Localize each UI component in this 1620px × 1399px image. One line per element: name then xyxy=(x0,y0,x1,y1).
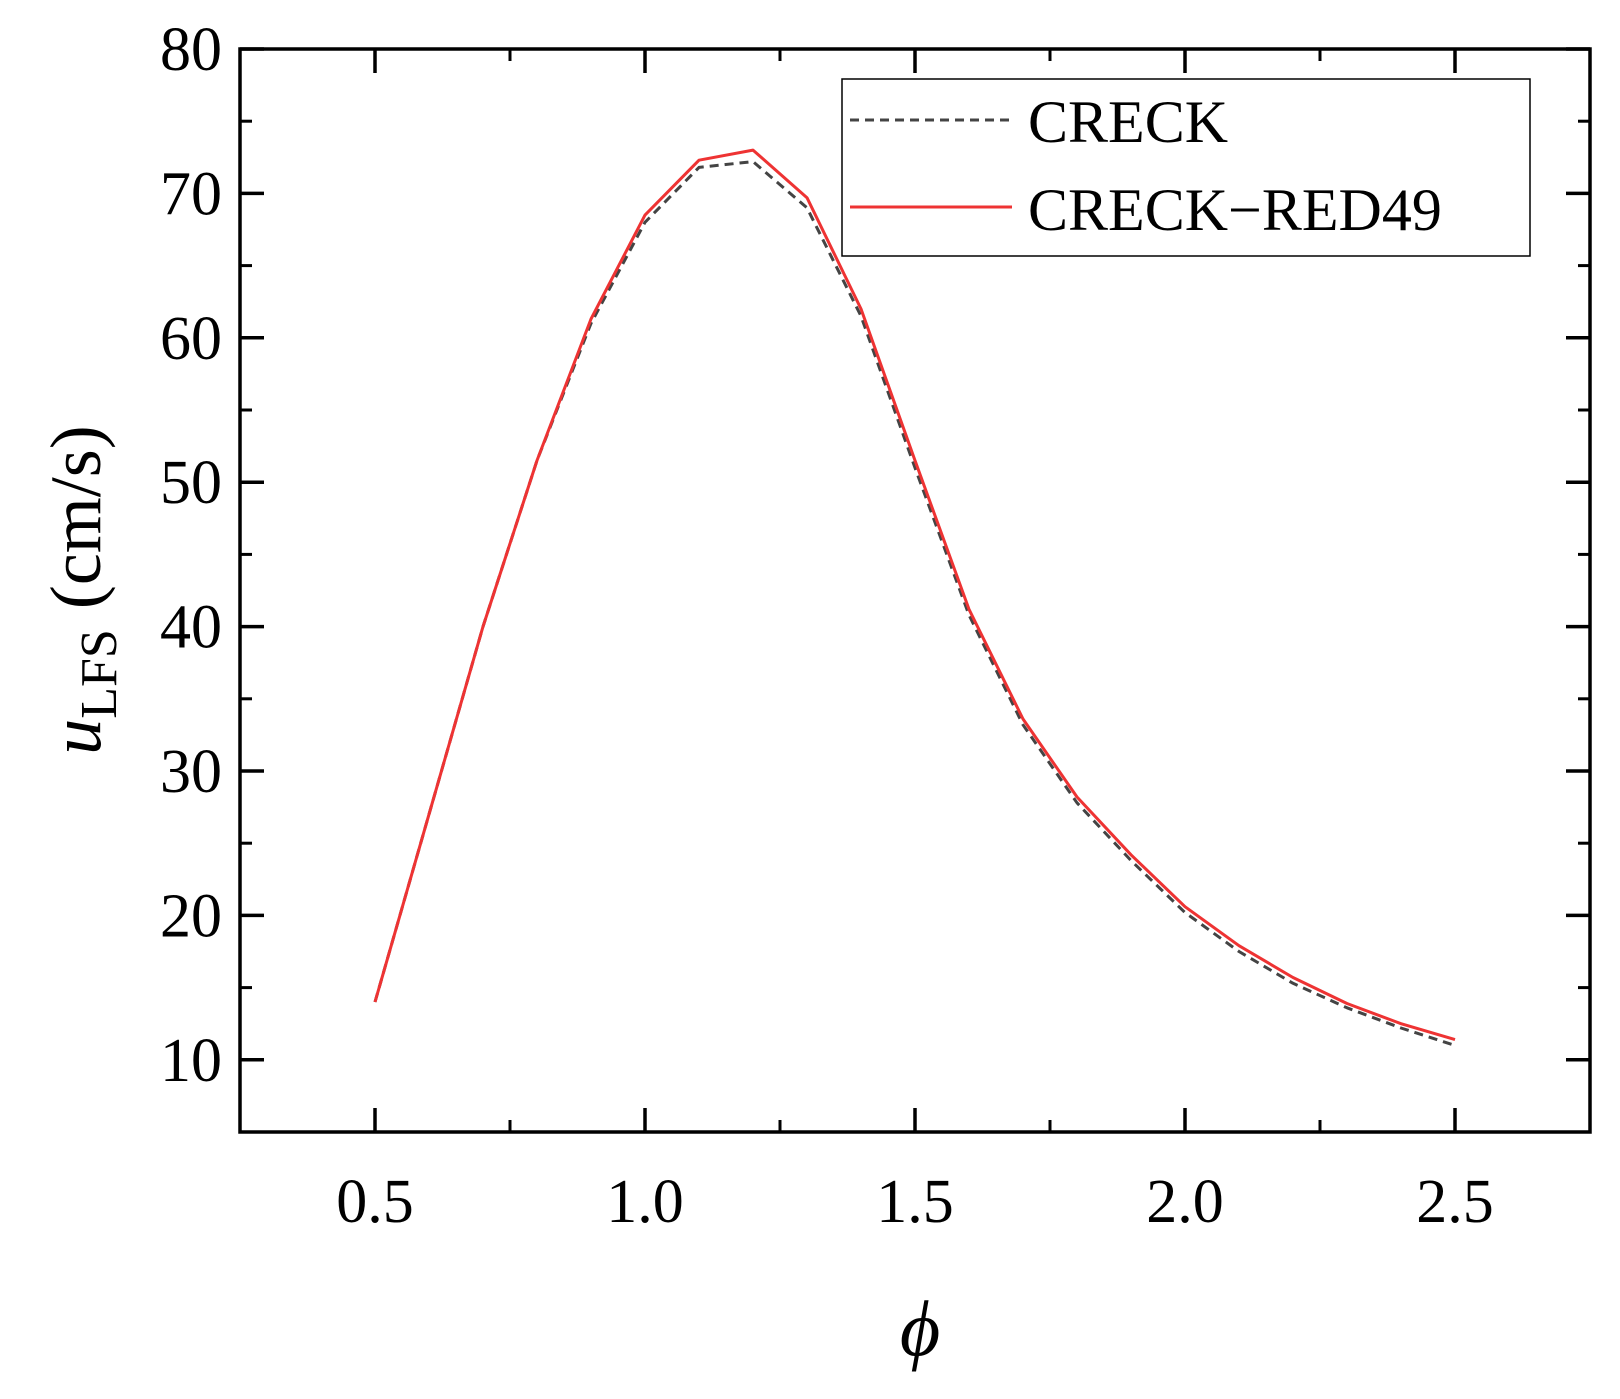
x-tick-label: 2.0 xyxy=(1146,1168,1224,1236)
y-tick-label: 30 xyxy=(160,738,222,806)
x-tick-label: 0.5 xyxy=(336,1168,414,1236)
y-axis-label-sub: LFS xyxy=(71,629,128,719)
y-tick-label: 80 xyxy=(160,16,222,84)
legend-box xyxy=(841,78,1531,257)
y-tick-label: 50 xyxy=(160,449,222,517)
x-axis-label: ϕ xyxy=(900,1285,940,1372)
tick-labels: 0.5 1.0 1.5 2.0 2.5 10 20 30 40 50 60 70 80 xyxy=(160,16,1494,1236)
legend: CRECK CRECK−RED49 xyxy=(841,78,1531,257)
y-tick-label: 40 xyxy=(160,594,222,662)
series-lines xyxy=(373,148,1456,1047)
minor-ticks xyxy=(240,49,1590,1132)
y-axis-label: uLFS (cm/s) xyxy=(36,425,128,755)
y-axis-label-main: u xyxy=(36,719,116,755)
y-tick-label: 70 xyxy=(160,160,222,228)
y-tick-label: 10 xyxy=(160,1027,222,1095)
svg-text:uLFS(cm/s): uLFS (cm/s) xyxy=(36,425,128,755)
series-line-creck-red49 xyxy=(373,148,1456,1042)
plot-frame xyxy=(238,47,1592,1134)
legend-label-creck-red49: CRECK−RED49 xyxy=(1028,177,1442,243)
y-axis-label-unit: (cm/s) xyxy=(36,425,116,609)
y-tick-label: 60 xyxy=(160,305,222,373)
x-tick-label: 2.5 xyxy=(1416,1168,1494,1236)
x-tick-label: 1.0 xyxy=(606,1168,684,1236)
x-tick-label: 1.5 xyxy=(876,1168,954,1236)
legend-label-creck: CRECK xyxy=(1028,89,1228,155)
y-tick-label: 20 xyxy=(160,882,222,950)
series-line-creck xyxy=(373,160,1456,1047)
